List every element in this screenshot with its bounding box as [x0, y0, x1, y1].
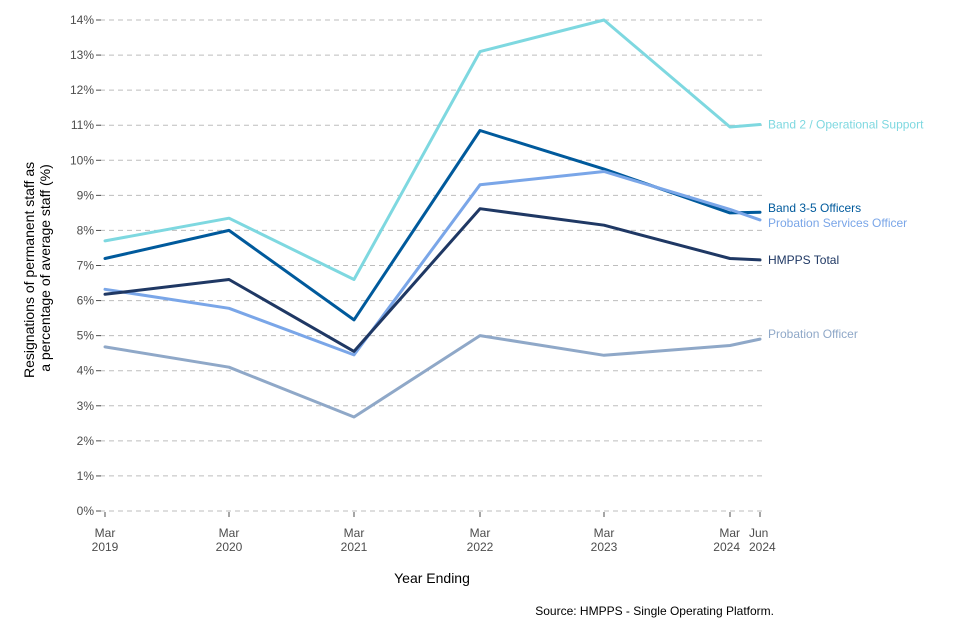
- series-line-probation-officer: [103, 334, 762, 419]
- series-label-probation-officer: Probation Officer: [768, 327, 858, 341]
- y-tick-label: 3%: [77, 399, 95, 413]
- y-tick-label: 6%: [77, 294, 95, 308]
- y-axis-title-line1: Resignations of permanent staff as: [21, 162, 37, 378]
- x-tick-label: Mar: [594, 526, 615, 540]
- x-tick-label: Jun: [749, 526, 768, 540]
- y-tick-label: 11%: [71, 118, 94, 132]
- y-axis-ticks: 0% 1% 2% 3% 4% 5% 6% 7% 8% 9% 10% 11% 12% 13% 14%: [70, 13, 101, 518]
- series-line-hmpps-total: [103, 207, 762, 353]
- x-tick-label: Mar: [219, 526, 240, 540]
- y-tick-label: 5%: [77, 329, 95, 343]
- x-tick-label: 2021: [341, 540, 368, 554]
- series-label-probation-services-officer: Probation Services Officer: [768, 216, 907, 230]
- series-line-probation-services-officer: [103, 170, 762, 357]
- y-tick-label: 9%: [77, 188, 95, 202]
- series-line-band-2-operational-support: [103, 18, 762, 281]
- x-tick-label: 2024: [749, 540, 776, 554]
- x-tick-label: Mar: [344, 526, 365, 540]
- y-tick-label: 10%: [70, 153, 94, 167]
- x-axis-ticks: Mar2019Mar2020Mar2021Mar2022Mar2023Mar20…: [92, 512, 776, 554]
- x-tick-label: 2023: [591, 540, 618, 554]
- x-tick-label: 2022: [467, 540, 494, 554]
- x-tick-label: 2019: [92, 540, 119, 554]
- grid-layer: [100, 19, 762, 512]
- y-tick-label: 2%: [77, 434, 95, 448]
- series-labels: Band 2 / Operational Support Band 3-5 Off…: [768, 118, 924, 342]
- y-tick-label: 12%: [70, 83, 94, 97]
- x-tick-label: 2024: [713, 540, 740, 554]
- x-tick-label: Mar: [470, 526, 491, 540]
- x-tick-label: 2020: [216, 540, 243, 554]
- y-tick-label: 7%: [77, 259, 95, 273]
- source-caption: Source: HMPPS - Single Operating Platfor…: [535, 604, 774, 618]
- y-tick-label: 8%: [77, 223, 95, 237]
- y-tick-label: 13%: [70, 48, 94, 62]
- series-line-band-3-5-officers: [103, 129, 762, 322]
- y-tick-label: 14%: [70, 13, 94, 27]
- x-axis-title: Year Ending: [394, 570, 470, 586]
- series-layer: [103, 18, 762, 419]
- y-axis-title: Resignations of permanent staff as a per…: [21, 158, 53, 378]
- series-label-band-2-operational-support: Band 2 / Operational Support: [768, 118, 924, 132]
- y-tick-label: 1%: [77, 469, 95, 483]
- y-tick-label: 4%: [77, 364, 95, 378]
- y-axis-title-line2: a percentage of average staff (%): [37, 164, 53, 372]
- x-tick-label: Mar: [95, 526, 116, 540]
- series-label-band-3-5-officers: Band 3-5 Officers: [768, 201, 861, 215]
- x-tick-label: Mar: [719, 526, 740, 540]
- series-label-hmpps-total: HMPPS Total: [768, 253, 839, 267]
- y-tick-label: 0%: [77, 504, 95, 518]
